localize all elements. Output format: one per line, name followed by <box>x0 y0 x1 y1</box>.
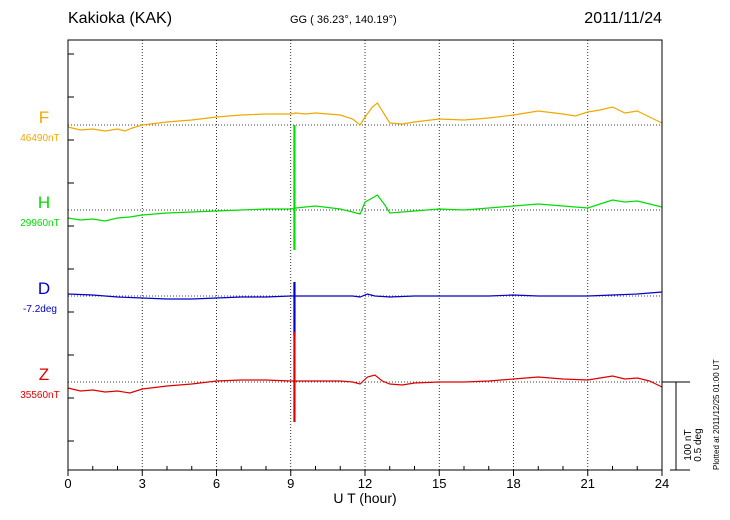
component-label-H: H <box>38 193 50 212</box>
component-label-D: D <box>38 279 50 298</box>
x-tick-label-15: 15 <box>432 476 446 491</box>
coordinates-label: GG ( 36.23°, 140.19°) <box>290 14 397 26</box>
trace-Z <box>67 374 663 394</box>
station-title: Kakioka (KAK) <box>68 10 173 27</box>
x-tick-label-24: 24 <box>655 476 669 491</box>
baseline-value-H: 29960nT <box>20 218 59 229</box>
baseline-value-F: 46490nT <box>20 133 59 144</box>
scale-label-1: 0.5 deg <box>693 428 704 461</box>
x-axis-label: U T (hour) <box>333 490 396 506</box>
x-tick-label-12: 12 <box>358 476 372 491</box>
baseline-value-D: -7.2deg <box>23 304 57 315</box>
scale-label-0: 100 nT <box>683 429 694 460</box>
x-tick-label-18: 18 <box>506 476 520 491</box>
x-tick-label-6: 6 <box>213 476 220 491</box>
grid-lines <box>68 40 662 470</box>
date-label: 2011/11/24 <box>584 10 662 27</box>
component-label-F: F <box>39 108 49 127</box>
component-label-Z: Z <box>39 365 49 384</box>
series-traces: F 46490nT H 29960nT D -7.2deg Z 35560nT <box>20 102 663 422</box>
x-tick-label-0: 0 <box>64 476 71 491</box>
x-tick-label-3: 3 <box>139 476 146 491</box>
trace-F <box>67 102 663 132</box>
axis-ticks: 0 3 6 9 12 15 18 21 24 <box>64 53 669 491</box>
x-tick-label-21: 21 <box>581 476 595 491</box>
scale-bar: 100 nT 0.5 deg <box>662 381 704 471</box>
baseline-value-Z: 35560nT <box>20 390 59 401</box>
trace-H <box>67 194 663 222</box>
x-tick-label-9: 9 <box>287 476 294 491</box>
plot-frame <box>67 39 663 471</box>
trace-D <box>67 291 663 300</box>
